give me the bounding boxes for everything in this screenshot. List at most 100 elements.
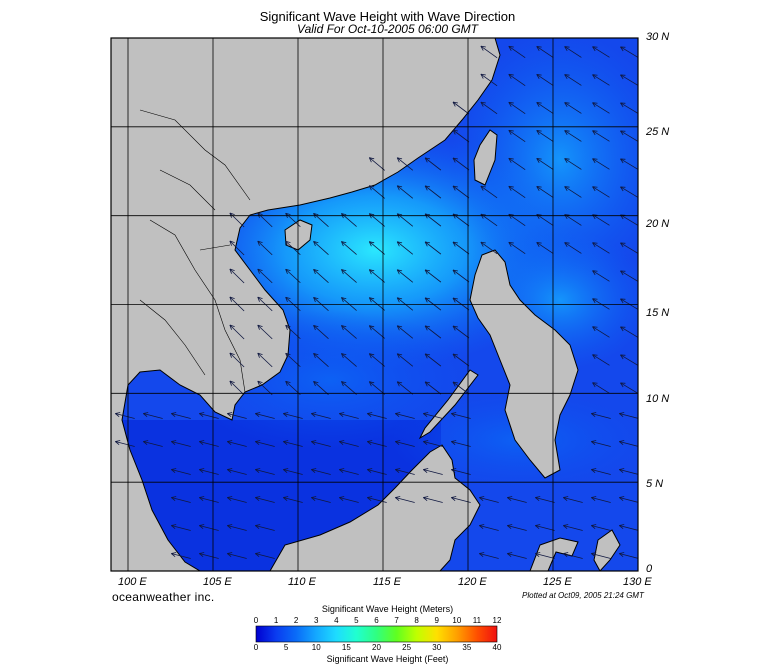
direction-arrow [311, 440, 331, 447]
direction-arrow [479, 552, 499, 559]
direction-arrow [367, 440, 387, 447]
direction-arrow [229, 324, 245, 340]
direction-arrow [452, 185, 470, 199]
land-masses [111, 38, 621, 571]
direction-arrow [171, 524, 191, 531]
direction-arrow [368, 269, 385, 283]
direction-arrow [536, 74, 554, 86]
colorbar-feet-title: Significant Wave Height (Feet) [326, 654, 449, 664]
direction-arrow [227, 468, 247, 475]
direction-arrow [396, 297, 414, 311]
direction-arrow [535, 552, 555, 559]
direction-arrow [423, 468, 443, 475]
direction-arrow [199, 524, 219, 531]
direction-arrow [536, 130, 554, 142]
direction-arrow [396, 353, 414, 367]
direction-arrow [257, 240, 273, 256]
colorbar-meter-tick: 10 [452, 616, 462, 625]
direction-arrow [367, 468, 387, 475]
direction-arrow [508, 101, 526, 115]
direction-arrow [591, 524, 611, 531]
colorbar-meter-tick: 12 [492, 616, 502, 625]
lon-label-120: 120 E [458, 576, 487, 588]
colorbar-gradient [255, 625, 498, 643]
direction-arrow [508, 45, 526, 59]
direction-arrow [591, 468, 611, 475]
direction-arrow [564, 158, 582, 170]
direction-arrow [395, 468, 415, 475]
direction-arrow [452, 129, 470, 143]
direction-arrow [424, 325, 442, 339]
direction-arrow [171, 496, 191, 503]
lat-label-0: 0 [646, 563, 653, 575]
direction-arrow [592, 326, 610, 338]
map-title: Significant Wave Height with Wave Direct… [259, 9, 516, 24]
direction-arrow [341, 297, 357, 311]
colorbar-meters-title: Significant Wave Height (Meters) [321, 604, 454, 614]
direction-arrow [143, 412, 163, 419]
direction-arrow [619, 552, 638, 559]
direction-arrow [620, 298, 638, 310]
direction-arrow [339, 468, 359, 475]
direction-arrow [341, 269, 357, 283]
direction-arrow [508, 241, 526, 255]
direction-arrow [452, 101, 470, 115]
direction-arrow [313, 296, 329, 311]
direction-arrow [592, 354, 610, 366]
direction-arrow [368, 325, 385, 339]
direction-arrow [564, 130, 582, 142]
direction-arrow [396, 381, 414, 395]
direction-arrow [341, 381, 357, 395]
direction-arrow [536, 186, 554, 198]
direction-arrow [257, 324, 273, 340]
direction-arrow [368, 381, 385, 395]
direction-arrow [592, 382, 610, 394]
direction-arrow [313, 268, 329, 283]
direction-arrow [255, 552, 275, 559]
direction-arrow [255, 412, 275, 419]
direction-arrow [255, 496, 275, 503]
direction-arrow [451, 468, 471, 475]
direction-arrow [424, 157, 442, 171]
direction-arrow [229, 240, 245, 256]
lat-label-30: 30 N [646, 31, 670, 43]
direction-arrow [451, 496, 471, 503]
lat-label-25: 25 N [646, 126, 670, 138]
direction-arrow [451, 412, 471, 419]
direction-arrow [536, 214, 554, 226]
direction-arrow [480, 73, 498, 87]
direction-arrow [368, 353, 385, 367]
direction-arrow [564, 186, 582, 198]
direction-arrow [255, 440, 275, 447]
direction-arrow [171, 412, 191, 419]
direction-arrow [620, 158, 638, 170]
direction-arrow [592, 186, 610, 198]
direction-arrow [339, 440, 359, 447]
direction-arrow [395, 440, 415, 447]
direction-arrow [257, 296, 273, 312]
direction-arrow [424, 185, 442, 199]
colorbar [255, 625, 498, 643]
direction-arrow [368, 241, 385, 255]
direction-arrow [592, 270, 610, 282]
direction-arrow [283, 468, 303, 475]
direction-arrow [592, 46, 610, 58]
lat-label-10: 10 N [646, 393, 670, 405]
direction-arrow [424, 297, 442, 311]
direction-arrow [564, 242, 582, 254]
plotted-timestamp: Plotted at Oct09, 2005 21:24 GMT [522, 591, 644, 600]
direction-arrow [199, 412, 219, 419]
direction-arrow [339, 412, 359, 419]
lon-label-125: 125 E [543, 576, 572, 588]
direction-arrow [115, 412, 135, 419]
direction-arrow [535, 524, 555, 531]
direction-arrow [452, 325, 470, 339]
direction-arrow [620, 186, 638, 198]
direction-arrow [592, 102, 610, 114]
direction-arrow [423, 496, 443, 503]
direction-arrow [424, 269, 442, 283]
direction-arrow [620, 46, 638, 58]
direction-arrow [619, 524, 638, 531]
direction-arrow [563, 496, 583, 503]
